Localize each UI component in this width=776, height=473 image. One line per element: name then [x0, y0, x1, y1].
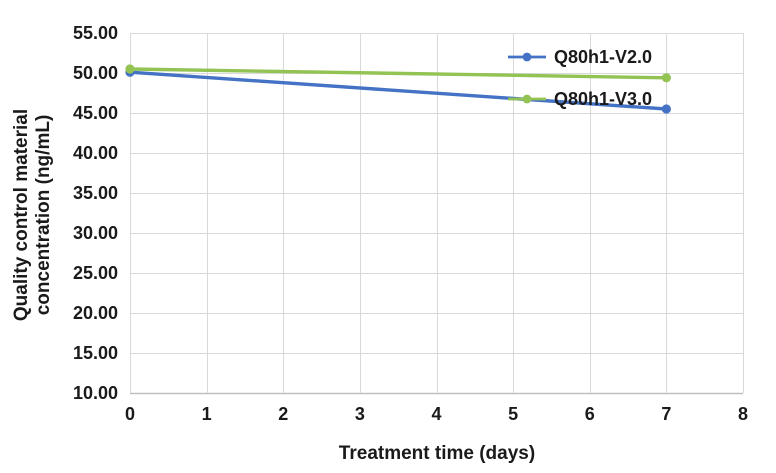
series-line-q80h1-v2.0 — [128, 70, 669, 111]
legend-item-q80h1-v3.0: Q80h1-V3.0 — [507, 86, 652, 112]
y-tick-label: 25.00 — [72, 263, 118, 283]
y-tick-label: 35.00 — [72, 183, 118, 203]
legend-marker-icon — [508, 94, 546, 104]
series-line-q80h1-v3.0 — [128, 67, 669, 80]
y-tick-label: 50.00 — [72, 63, 118, 83]
x-tick-label: 5 — [508, 404, 519, 424]
data-point-marker-q80h1-v3.0 — [125, 64, 135, 74]
x-tick-label: 3 — [354, 404, 365, 424]
x-tick-label: 7 — [661, 404, 672, 424]
x-tick-label: 8 — [737, 404, 748, 424]
plot-area — [125, 33, 744, 395]
x-tick-label: 2 — [278, 404, 289, 424]
x-tick-label: 4 — [431, 404, 442, 424]
data-point-marker-q80h1-v2.0 — [661, 104, 671, 114]
y-tick-label: 30.00 — [72, 223, 118, 243]
legend-marker-icon — [508, 52, 546, 62]
y-tick-label: 45.00 — [72, 103, 118, 123]
x-tick-label: 1 — [201, 404, 212, 424]
y-tick-label: 55.00 — [72, 23, 118, 43]
legend-label: Q80h1-V2.0 — [554, 46, 653, 67]
legend-label: Q80h1-V3.0 — [554, 88, 653, 109]
legend: Q80h1-V2.0 Q80h1-V3.0 — [507, 44, 652, 112]
x-tick-label: 6 — [584, 404, 595, 424]
legend-item-q80h1-v2.0: Q80h1-V2.0 — [507, 44, 652, 70]
x-tick-label: 0 — [124, 404, 135, 424]
y-axis-title-line1: Quality control material — [11, 108, 32, 322]
y-tick-label: 20.00 — [72, 303, 118, 323]
y-tick-label: 15.00 — [72, 343, 118, 363]
y-tick-label: 40.00 — [72, 143, 118, 163]
y-tick-label: 10.00 — [72, 383, 118, 403]
x-axis-title: Treatment time (days) — [338, 443, 536, 464]
data-point-marker-q80h1-v3.0 — [661, 73, 671, 83]
